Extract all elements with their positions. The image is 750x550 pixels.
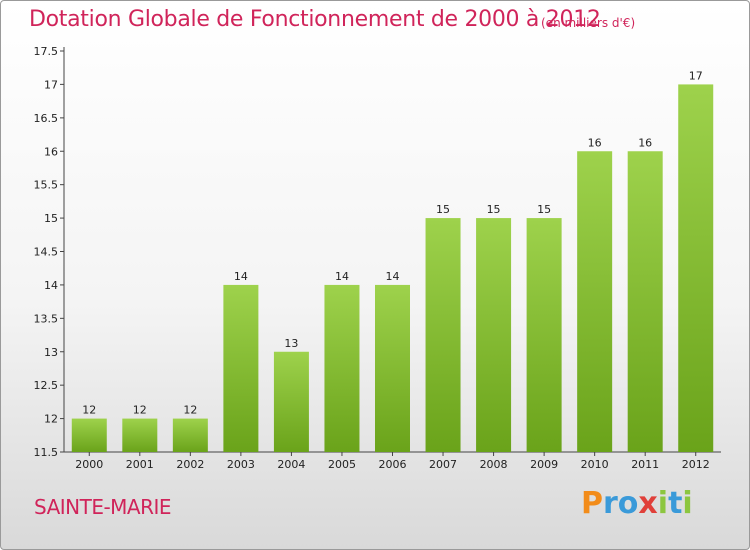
city-name: SAINTE-MARIE (34, 495, 172, 519)
bar-value-label: 16 (638, 136, 652, 149)
y-tick-label: 14.5 (34, 246, 59, 259)
bar (375, 284, 410, 452)
bar-value-label: 12 (133, 404, 147, 417)
bar-value-label: 15 (537, 203, 551, 216)
chart-title: Dotation Globale de Fonctionnement de 20… (29, 7, 601, 32)
x-tick-label: 2012 (682, 458, 710, 471)
y-tick-label: 16 (44, 145, 58, 158)
y-tick-label: 12 (44, 413, 58, 426)
y-tick-label: 16.5 (34, 112, 59, 125)
bar (678, 84, 714, 453)
logo-letter: i (657, 486, 669, 521)
logo-letter: x (638, 486, 658, 521)
x-tick-label: 2011 (631, 458, 659, 471)
bar (71, 418, 107, 452)
bar-value-label: 13 (284, 337, 298, 350)
x-tick-label: 2001 (126, 458, 154, 471)
bar-value-label: 12 (183, 404, 197, 417)
logo-letter: t (668, 486, 683, 521)
y-tick-label: 12.5 (34, 379, 59, 392)
x-tick-label: 2010 (581, 458, 609, 471)
proxiti-logo: Proxiti (581, 486, 693, 521)
logo-letter: P (581, 486, 603, 521)
bar-value-label: 17 (689, 69, 703, 82)
x-tick-label: 2003 (227, 458, 255, 471)
x-tick-label: 2008 (480, 458, 508, 471)
bar (577, 151, 613, 452)
bar (526, 218, 562, 452)
bar-value-label: 15 (487, 203, 501, 216)
bar (273, 351, 309, 452)
y-tick-label: 13 (44, 346, 58, 359)
bar-value-label: 12 (82, 404, 96, 417)
y-tick-label: 11.5 (34, 446, 59, 459)
logo-letter: r (603, 486, 618, 521)
y-tick-label: 15 (44, 212, 58, 225)
bar (324, 284, 360, 452)
y-tick-label: 13.5 (34, 312, 59, 325)
x-tick-label: 2006 (379, 458, 407, 471)
x-tick-label: 2004 (277, 458, 305, 471)
bar-value-label: 14 (335, 270, 349, 283)
bar (476, 218, 512, 452)
bar (223, 284, 259, 452)
bar (425, 218, 461, 452)
bar-value-label: 16 (588, 136, 602, 149)
y-tick-label: 15.5 (34, 179, 59, 192)
x-tick-label: 2005 (328, 458, 356, 471)
y-tick-label: 17.5 (34, 45, 59, 58)
x-tick-label: 2009 (530, 458, 558, 471)
logo-letter: o (617, 486, 639, 521)
bar (172, 418, 208, 452)
chart-unit: (en milliers d'€) (541, 16, 636, 30)
x-tick-label: 2007 (429, 458, 457, 471)
bar-value-label: 14 (234, 270, 248, 283)
y-tick-label: 14 (44, 279, 58, 292)
x-tick-label: 2002 (176, 458, 204, 471)
bar-value-label: 15 (436, 203, 450, 216)
y-tick-label: 17 (44, 78, 58, 91)
bar-value-label: 14 (386, 270, 400, 283)
bar (122, 418, 158, 452)
bar (627, 151, 663, 452)
x-tick-label: 2000 (75, 458, 103, 471)
logo-letter: i (682, 486, 693, 521)
